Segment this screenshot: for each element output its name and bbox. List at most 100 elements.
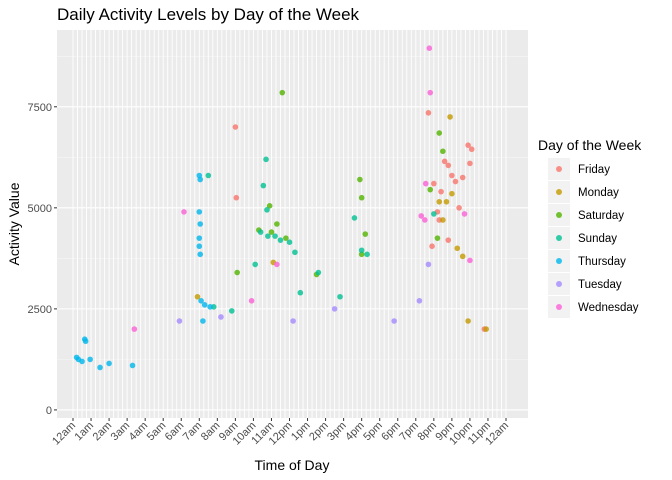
data-point [234,269,240,276]
x-axis-title: Time of Day [255,457,330,473]
data-point [181,209,187,215]
legend-symbol [556,258,562,264]
y-axis-title: Activity Value [6,182,22,265]
data-point [436,130,443,136]
data-point [268,229,275,235]
data-point [232,124,239,130]
data-point [454,245,461,252]
y-tick-label: 2500 [28,304,52,316]
data-point [438,188,444,195]
legend-label: Friday [578,164,610,176]
data-point [449,172,455,179]
data-point [452,178,459,185]
data-point [357,176,363,183]
data-point [97,364,103,371]
data-point [427,186,434,193]
legend-symbol [556,166,562,172]
data-point [87,356,93,363]
data-point [416,297,423,304]
data-point [468,146,475,153]
data-point [467,257,473,264]
data-point [197,176,203,183]
legend-symbol [556,281,562,287]
data-point [456,205,462,211]
axis-ticks [54,106,507,421]
data-point [264,207,270,213]
legend-label: Monday [578,187,619,199]
grid-lines [57,30,528,418]
data-point [260,182,267,189]
data-point [422,217,428,223]
data-point [459,253,466,260]
data-point [265,233,271,239]
legend-label: Sunday [578,233,617,245]
data-point [272,233,278,239]
data-point [358,251,365,258]
legend-symbol [556,212,562,218]
data-point [290,318,296,324]
data-point [200,318,206,324]
data-point [425,261,432,268]
data-point [201,302,208,308]
data-point [391,318,397,324]
data-point [436,198,443,205]
data-point [196,243,203,250]
legend-label: Saturday [578,210,624,222]
legend-symbol [556,189,562,195]
data-point [337,293,343,300]
data-point [443,198,450,205]
legend-label: Wednesday [578,302,639,314]
plot-panel [57,30,528,418]
legend-title: Day of the Week [538,137,642,153]
data-point [315,269,322,276]
data-point [465,318,471,324]
chart-title: Daily Activity Levels by Day of the Week [57,5,360,24]
data-point [131,326,138,332]
legend-symbol [556,304,562,310]
data-point [218,314,224,320]
data-point [233,194,240,201]
data-point [263,156,269,163]
legend: Day of the Week Friday Monday Saturday Sund… [538,137,642,318]
data-point [257,229,264,235]
data-point [279,89,286,96]
data-point [425,110,432,116]
data-point [467,160,473,167]
data-point [198,297,204,304]
data-point [465,142,471,148]
data-point [426,45,433,51]
data-point [82,338,89,345]
data-point [176,318,183,324]
data-point [79,358,85,365]
legend-label: Thursday [578,256,626,268]
data-point [459,174,466,181]
data-point [431,180,437,187]
y-tick-label: 7500 [28,102,52,114]
data-point [364,251,370,258]
data-point [274,261,280,268]
data-point [445,237,452,243]
data-point [441,158,448,165]
data-point [252,261,259,268]
data-point [362,231,369,237]
data-point [196,209,203,215]
data-point [358,247,365,254]
data-point [429,243,435,250]
data-point [228,308,235,314]
data-point [266,203,273,209]
data-point [358,194,365,201]
data-point [427,89,434,96]
data-point [422,180,429,187]
data-point [418,213,425,219]
data-point [286,239,293,245]
data-point [277,237,284,243]
data-point [248,297,255,304]
data-point [445,162,452,169]
data-point [440,148,446,155]
data-points [73,45,489,371]
data-point [483,326,489,332]
data-point [351,215,358,221]
data-point [447,114,453,120]
data-point [274,221,280,227]
